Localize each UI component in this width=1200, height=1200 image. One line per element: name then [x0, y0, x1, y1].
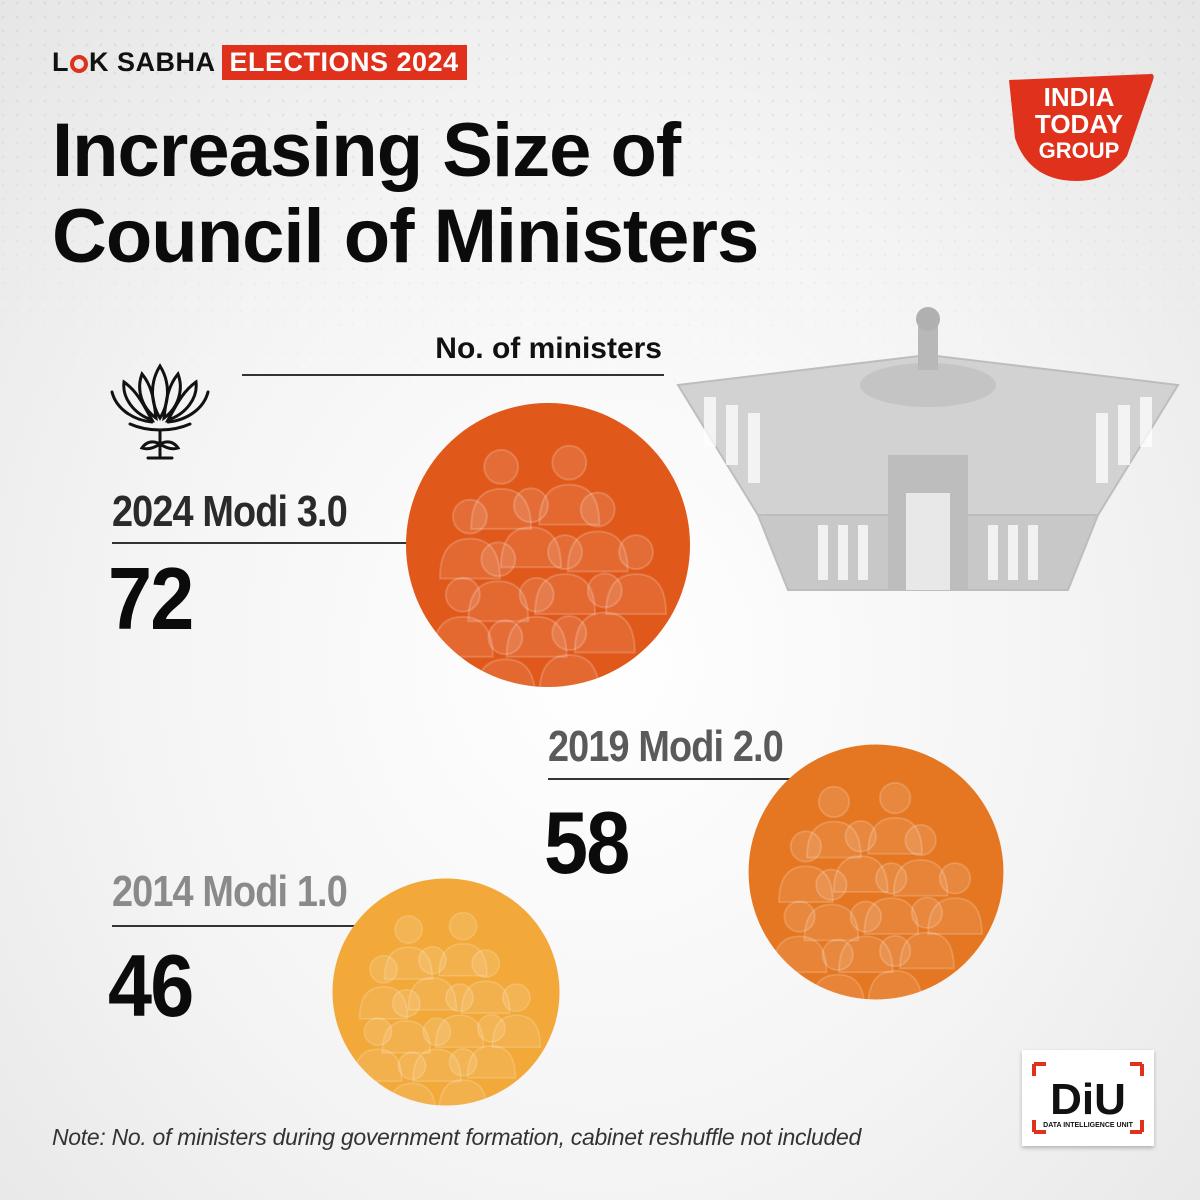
- election-brand: L K SABHA ELECTIONS 2024: [52, 42, 467, 82]
- diu-logo-caption: DATA INTELLIGENCE UNIT: [1043, 1122, 1133, 1129]
- brand-loksabha: L K SABHA: [52, 47, 216, 78]
- term-2014-label: 2014 Modi 1.0: [112, 867, 348, 916]
- brand-letters-ksabha: K SABHA: [89, 46, 216, 77]
- term-2024-label: 2024 Modi 3.0: [112, 487, 348, 536]
- term-2014-rule: [112, 925, 452, 927]
- term-2014-value: 46: [108, 936, 194, 1035]
- brand-letter-l: L: [52, 46, 69, 77]
- bubble-mark: [406, 403, 690, 687]
- bubble-2014: [332, 878, 560, 1106]
- logo-line-india: INDIA: [1044, 82, 1115, 112]
- logo-line-today: TODAY: [1035, 109, 1123, 139]
- parliament-icon: [676, 307, 1180, 591]
- legend-label: No. of ministers: [435, 332, 662, 365]
- bubble-mark: [748, 744, 1004, 1000]
- bubble-mark: [332, 878, 560, 1106]
- term-2024-rule: [112, 542, 430, 544]
- brand-o-ring-icon: [70, 54, 88, 73]
- footnote: Note: No. of ministers during government…: [52, 1124, 861, 1150]
- term-2024-value: 72: [108, 549, 194, 648]
- diu-logo-text: DiU: [1050, 1075, 1126, 1124]
- term-2019-label: 2019 Modi 2.0: [548, 722, 784, 771]
- people-group-icon: [771, 781, 983, 1000]
- term-2019-value: 58: [544, 793, 630, 892]
- dot-pattern-background: [0, 0, 1200, 420]
- india-today-group-logo: INDIA TODAY GROUP: [1009, 74, 1154, 181]
- people-group-icon: [353, 911, 542, 1106]
- legend-rule: [242, 374, 664, 376]
- bubble-2024: [406, 403, 690, 687]
- bubble-2019: [748, 744, 1004, 1000]
- page-title: Increasing Size of Council of Ministers: [52, 108, 759, 279]
- term-2019-rule: [548, 778, 882, 780]
- logo-line-group: GROUP: [1039, 138, 1120, 163]
- diu-logo-mark: DiU DATA INTELLIGENCE UNIT: [1032, 1062, 1144, 1134]
- diu-logo: DiU DATA INTELLIGENCE UNIT: [1022, 1050, 1154, 1146]
- lotus-icon: [110, 363, 210, 460]
- people-group-icon: [431, 444, 668, 687]
- brand-elections-badge: ELECTIONS 2024: [221, 44, 467, 80]
